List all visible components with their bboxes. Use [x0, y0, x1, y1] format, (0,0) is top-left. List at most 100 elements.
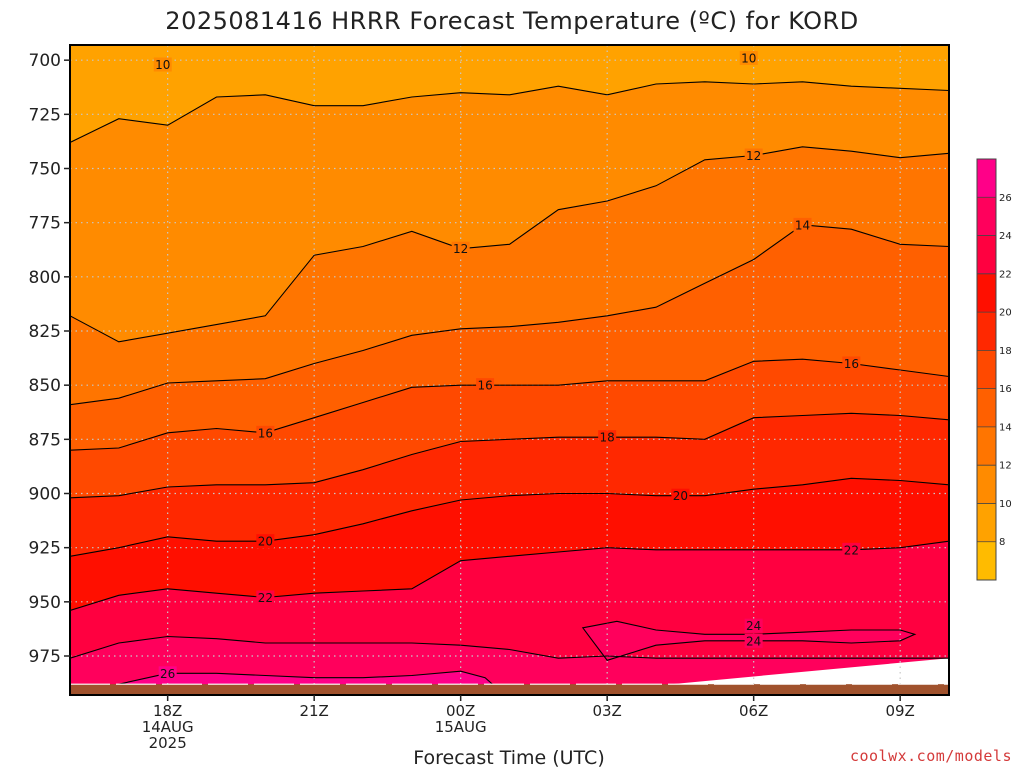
colorbar-band-24-26 [977, 197, 996, 236]
isotherm-label-10-0: 10 [155, 58, 170, 72]
colorbar-band-8-10 [977, 503, 996, 542]
colorbar-label-26: 26 [999, 193, 1012, 204]
x-tick-label-06Z-0: 06Z [739, 702, 768, 720]
x-tick-label-18Z-0: 18Z [153, 702, 182, 720]
isotherm-label-bg-22-0 [256, 590, 275, 605]
y-tick-label-875: 875 [29, 430, 61, 450]
ground-surface [70, 683, 949, 695]
isotherm-24-pocket [581, 620, 917, 661]
y-tick-label-775: 775 [29, 214, 61, 234]
y-tick-label-900: 900 [29, 485, 61, 505]
x-tick-label-18Z-1: 14AUG [142, 718, 194, 736]
colorbar-label-20: 20 [999, 308, 1012, 319]
isotherm-label-16-0: 16 [258, 426, 273, 440]
band-8-10 [70, 45, 949, 143]
isotherm-24 [70, 635, 949, 659]
colorbar-label-16: 16 [999, 384, 1012, 395]
colorbar-band-20-22 [977, 273, 996, 313]
band-24-26 [70, 636, 949, 695]
isotherm-label-20-0: 20 [258, 535, 273, 549]
y-axis: 700 725 750 775 800 825 850 875 900 925 950 975 [29, 51, 70, 667]
x-tick-label-03Z-0: 03Z [592, 702, 621, 720]
colorbar-band-18-20 [977, 312, 996, 351]
colorbar-band-12-14 [977, 426, 996, 466]
band-10-12 [70, 81, 949, 342]
chart-title: 2025081416 HRRR Forecast Temperature (ºC… [165, 7, 858, 35]
isotherm-label-26-0: 26 [160, 667, 175, 681]
colorbar: 8 10 12 14 16 18 20 22 24 26 [976, 158, 1012, 581]
y-tick-label-700: 700 [29, 51, 61, 71]
isotherm-20 [70, 477, 949, 557]
x-tick-label-09Z-0: 09Z [885, 702, 914, 720]
band-14-16 [70, 224, 949, 451]
isotherm-label-22-1: 22 [844, 543, 859, 557]
isotherm-label-bg-24-0 [744, 618, 763, 633]
isotherm-16 [70, 358, 949, 451]
isotherm-label-bg-12-1 [744, 148, 763, 163]
isotherm-label-24-0: 24 [746, 619, 761, 633]
isotherm-label-bg-16-1 [476, 378, 495, 393]
isotherm-labels: 10 10 12 12 14 16 16 16 18 20 20 22 22 24 26 24 [153, 51, 861, 681]
isotherm-label-10-1: 10 [741, 52, 756, 66]
colorbar-band-6-8 [977, 541, 996, 580]
isotherm-label-bg-24-0 [744, 633, 763, 648]
isotherm-label-bg-14-0 [793, 217, 812, 232]
isotherm-label-18-0: 18 [600, 431, 615, 445]
y-tick-label-950: 950 [29, 593, 61, 613]
y-tick-label-850: 850 [29, 376, 61, 396]
colorbar-label-10: 10 [999, 499, 1012, 510]
isotherm-label-bg-20-1 [671, 488, 690, 503]
y-tick-label-725: 725 [29, 105, 61, 125]
band-22-24 [70, 541, 949, 659]
band-18-20 [70, 413, 949, 557]
isotherm-label-22-0: 22 [258, 591, 273, 605]
temperature-fill [70, 45, 949, 695]
colorbar-label-18: 18 [999, 346, 1012, 357]
x-tick-label-00Z-0: 00Z [446, 702, 475, 720]
x-tick-label-18Z-2: 2025 [149, 734, 187, 752]
colorbar-label-8: 8 [999, 537, 1005, 548]
colorbar-frame [976, 158, 997, 581]
isotherm-label-bg-16-0 [256, 425, 275, 440]
y-tick-label-975: 975 [29, 647, 61, 667]
isotherm-label-bg-18-0 [598, 430, 617, 445]
x-tick-label-00Z-1: 15AUG [435, 718, 487, 736]
isotherm-22 [70, 540, 949, 612]
x-axis-title: Forecast Time (UTC) [413, 747, 604, 768]
ground-fill [70, 684, 949, 695]
isotherm-label-12-0: 12 [453, 242, 468, 256]
isotherm-label-12-1: 12 [746, 149, 761, 163]
isotherm-label-16-2: 16 [844, 357, 859, 371]
isotherm-label-bg-16-2 [842, 356, 861, 371]
isotherm-18 [70, 412, 949, 499]
isotherm-label-14-0: 14 [795, 218, 810, 232]
isotherm-label-20-1: 20 [673, 489, 688, 503]
colorbar-band-10-12 [977, 465, 996, 504]
band-12-14 [70, 146, 949, 405]
colorbar-band-16-18 [977, 350, 996, 389]
isotherm-26 [82, 670, 506, 695]
grid [70, 45, 949, 695]
credit-text: coolwx.com/models [850, 747, 1012, 765]
y-tick-label-825: 825 [29, 322, 61, 342]
isotherm-12 [70, 146, 949, 343]
isotherm-label-bg-20-0 [256, 534, 275, 549]
isotherm-label-bg-10-0 [153, 57, 172, 72]
y-tick-label-800: 800 [29, 268, 61, 288]
isotherm-label-16-1: 16 [477, 379, 492, 393]
isotherm-label-bg-10-1 [739, 51, 758, 65]
colorbar-label-14: 14 [999, 422, 1012, 433]
colorbar-band-22-24 [977, 235, 996, 274]
isotherm-label-bg-12-0 [451, 241, 470, 256]
colorbar-band-26-28 [977, 159, 996, 198]
band-20-22 [70, 478, 949, 611]
isotherm-label-bg-26-0 [158, 666, 177, 681]
colorbar-label-12: 12 [999, 461, 1012, 472]
isotherm-label-24-0: 24 [746, 634, 761, 648]
isotherm-10 [70, 81, 949, 143]
x-tick-label-21Z-0: 21Z [299, 702, 328, 720]
colorbar-label-22: 22 [999, 269, 1012, 280]
colorbar-band-14-16 [977, 388, 996, 427]
y-tick-label-925: 925 [29, 539, 61, 559]
